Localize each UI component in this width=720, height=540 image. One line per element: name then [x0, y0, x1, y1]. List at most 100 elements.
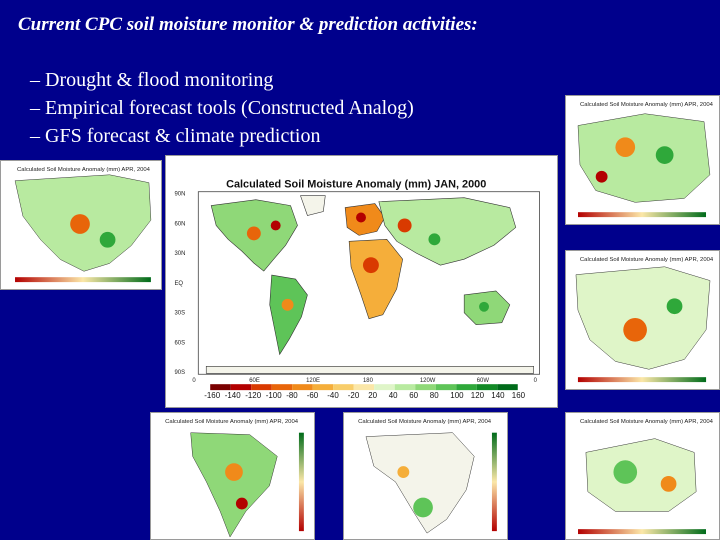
- latitude-label: 60N: [174, 221, 185, 227]
- australia-map-svg: Calculated Soil Moisture Anomaly (mm) AP…: [578, 419, 714, 535]
- eu-colorbar: [578, 212, 707, 218]
- south-america-map-svg: Calculated Soil Moisture Anomaly (mm) AP…: [165, 419, 304, 538]
- asia-map: Calculated Soil Moisture Anomaly (mm) AP…: [565, 250, 720, 390]
- latitude-label: 90N: [174, 192, 185, 198]
- colorbar-segment: [312, 384, 334, 391]
- latitude-labels: 90N 60N 30N EQ 30S 60S 90S: [174, 192, 185, 377]
- asia-colorbar: [577, 377, 707, 383]
- colorbar-label: 100: [450, 391, 464, 400]
- colorbar-segment: [374, 384, 395, 391]
- colorbar-label: 140: [491, 391, 505, 400]
- africa-shape: [348, 239, 403, 320]
- colorbar-label: 120: [471, 391, 485, 400]
- colorbar-label: -80: [286, 391, 298, 400]
- asia-land: [575, 266, 711, 370]
- bullet-empirical-forecast: – Empirical forecast tools (Constructed …: [30, 97, 414, 119]
- colorbar-segment: [456, 384, 477, 391]
- asia-dry-patch: [623, 318, 647, 342]
- colorbar-label: 40: [389, 391, 398, 400]
- colorbar-label: -60: [307, 391, 319, 400]
- asia-shape: [378, 197, 517, 266]
- latitude-label: 30S: [174, 311, 185, 317]
- colorbar-labels: -160 -140 -120 -100 -80 -60 -40 -20 20 40 60 80 100 1…: [204, 391, 525, 400]
- longitude-label: 0: [534, 378, 538, 384]
- colorbar-label: 60: [409, 391, 418, 400]
- dry-patch-sa: [281, 298, 294, 311]
- australia-land: [585, 438, 697, 512]
- south-america-map-title: Calculated Soil Moisture Anomaly (mm) AP…: [165, 419, 299, 425]
- slide-title: Current CPC soil moisture monitor & pred…: [18, 14, 478, 35]
- antarctica-shape: [205, 366, 534, 374]
- na-colorbar: [15, 277, 151, 283]
- colorbar-label: -160: [204, 391, 220, 400]
- colorbar-segment: [333, 384, 354, 391]
- na-dry-patch: [70, 214, 90, 234]
- colorbar-label: -20: [348, 391, 360, 400]
- longitude-label: 120E: [306, 378, 320, 384]
- africa-map-title: Calculated Soil Moisture Anomaly (mm) AP…: [358, 419, 492, 425]
- asia-wet-patch: [666, 298, 683, 315]
- global-soil-moisture-map: Calculated Soil Moisture Anomaly (mm) JA…: [165, 155, 558, 408]
- colorbar-segment: [210, 384, 231, 391]
- africa-land: [365, 432, 475, 534]
- colorbar-segment: [251, 384, 272, 391]
- sa-very-dry-patch: [235, 497, 248, 510]
- latitude-label: 60S: [174, 340, 185, 346]
- north-america-map-svg: Calculated Soil Moisture Anomaly (mm) AP…: [14, 167, 152, 283]
- eu-wet-patch: [655, 146, 674, 164]
- dry-patch-us: [246, 226, 261, 241]
- europe-land: [577, 113, 711, 203]
- colorbar-label: -140: [225, 391, 241, 400]
- colorbar-label: -120: [245, 391, 261, 400]
- colorbar-label: -100: [266, 391, 282, 400]
- south-america-map: Calculated Soil Moisture Anomaly (mm) AP…: [150, 412, 315, 540]
- south-america-shape: [269, 274, 308, 356]
- latitude-label: 90S: [174, 370, 185, 376]
- colorbar-segment: [497, 384, 518, 391]
- colorbar-label: 80: [430, 391, 439, 400]
- longitude-label: 60E: [249, 378, 260, 384]
- colorbar-segment: [394, 384, 416, 391]
- sa-colorbar: [298, 432, 304, 532]
- colorbar-segment: [415, 384, 436, 391]
- global-map-title: Calculated Soil Moisture Anomaly (mm) JA…: [226, 179, 486, 191]
- colorbar-segment: [271, 384, 293, 391]
- africa-map: Calculated Soil Moisture Anomaly (mm) AP…: [343, 412, 508, 540]
- colorbar: [210, 384, 518, 391]
- colorbar-label: 160: [512, 391, 526, 400]
- africa-map-svg: Calculated Soil Moisture Anomaly (mm) AP…: [358, 419, 497, 534]
- very-dry-patch-us: [270, 220, 281, 231]
- europe-map: Calculated Soil Moisture Anomaly (mm) AP…: [565, 95, 720, 225]
- longitude-label: 180: [363, 378, 374, 384]
- australia-map-title: Calculated Soil Moisture Anomaly (mm) AP…: [580, 419, 714, 425]
- africa-wet-patch: [413, 497, 433, 518]
- anomaly-patches: [246, 212, 489, 312]
- asia-map-title: Calculated Soil Moisture Anomaly (mm) AP…: [580, 257, 714, 263]
- colorbar-segment: [435, 384, 457, 391]
- sa-dry-patch: [225, 463, 243, 481]
- south-america-land: [190, 432, 278, 538]
- africa-dry-patch: [397, 466, 410, 478]
- asia-map-svg: Calculated Soil Moisture Anomaly (mm) AP…: [575, 257, 714, 383]
- eu-very-dry-patch: [595, 170, 608, 183]
- europe-map-svg: Calculated Soil Moisture Anomaly (mm) AP…: [577, 102, 714, 218]
- dry-patch-africa: [362, 257, 379, 274]
- dry-patch-asia: [397, 218, 412, 233]
- bullet-gfs-forecast: – GFS forecast & climate prediction: [30, 125, 321, 147]
- bullet-list: – Drought & flood monitoring – Empirical…: [30, 66, 414, 150]
- na-wet-patch: [99, 231, 116, 248]
- longitude-label: 120W: [420, 378, 436, 384]
- colorbar-segment: [476, 384, 498, 391]
- europe-map-title: Calculated Soil Moisture Anomaly (mm) AP…: [580, 102, 714, 108]
- very-dry-patch-europe: [356, 212, 366, 223]
- latitude-label: 30N: [174, 251, 185, 257]
- eu-dry-patch: [615, 137, 636, 158]
- colorbar-label: -40: [327, 391, 339, 400]
- wet-patch-australia: [479, 301, 489, 312]
- australia-colorbar: [578, 529, 706, 535]
- global-map-svg: Calculated Soil Moisture Anomaly (mm) JA…: [174, 179, 540, 400]
- africa-colorbar: [491, 432, 497, 532]
- longitude-labels: 0 60E 120E 180 120W 60W 0: [192, 378, 537, 384]
- australia-wet-patch: [613, 460, 638, 484]
- australia-dry-patch: [660, 476, 677, 492]
